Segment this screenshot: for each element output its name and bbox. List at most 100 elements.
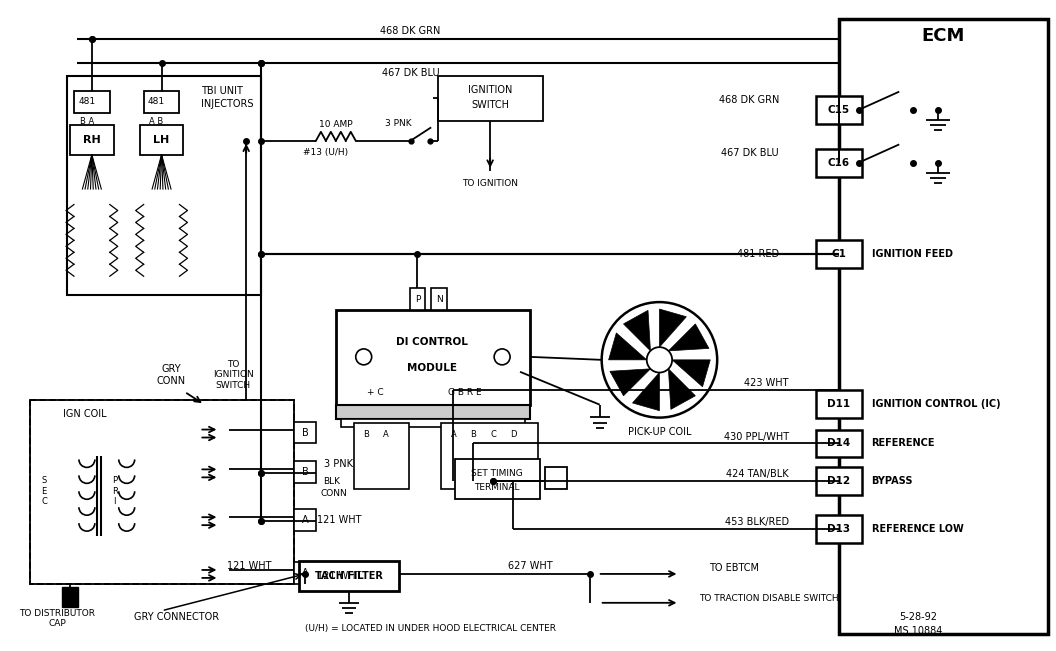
- Bar: [336, 310, 530, 405]
- Text: TO DISTRIBUTOR
CAP: TO DISTRIBUTOR CAP: [19, 609, 95, 628]
- Bar: [455, 460, 540, 499]
- Polygon shape: [623, 311, 650, 351]
- Text: MODULE: MODULE: [408, 363, 457, 373]
- Text: C1: C1: [831, 249, 846, 259]
- Text: BYPASS: BYPASS: [871, 477, 913, 486]
- Text: TERMINAL: TERMINAL: [474, 483, 520, 492]
- Bar: [359, 426, 373, 481]
- Polygon shape: [668, 369, 695, 409]
- Text: LH: LH: [153, 135, 170, 145]
- Bar: [816, 515, 862, 543]
- Text: D14: D14: [827, 439, 850, 449]
- Text: IGNITION CONTROL (IC): IGNITION CONTROL (IC): [871, 398, 1000, 409]
- Text: A B: A B: [150, 117, 164, 126]
- Text: D: D: [510, 430, 516, 439]
- Text: PICK-UP COIL: PICK-UP COIL: [627, 426, 692, 437]
- Bar: [341, 419, 525, 426]
- Text: TACH FILTER: TACH FILTER: [315, 571, 382, 581]
- Text: TO IGNITION: TO IGNITION: [463, 179, 518, 188]
- Text: D13: D13: [827, 524, 850, 534]
- Text: 5-28-92: 5-28-92: [900, 612, 938, 622]
- Bar: [144, 91, 180, 113]
- Text: 627 WHT: 627 WHT: [508, 561, 552, 571]
- Text: C: C: [490, 430, 496, 439]
- Text: 121 WHT: 121 WHT: [317, 571, 361, 581]
- Text: G B R E: G B R E: [449, 388, 483, 397]
- Bar: [70, 125, 114, 155]
- Text: 3 PNK: 3 PNK: [324, 460, 354, 469]
- Text: 467 DK BLU: 467 DK BLU: [721, 148, 779, 158]
- Text: REFERENCE: REFERENCE: [871, 439, 935, 449]
- Bar: [838, 20, 1048, 633]
- Text: A: A: [382, 430, 389, 439]
- Text: 3 PNK: 3 PNK: [385, 119, 412, 128]
- Text: N: N: [436, 295, 442, 303]
- Text: 423 WHT: 423 WHT: [744, 378, 789, 388]
- Bar: [441, 422, 538, 490]
- Polygon shape: [672, 360, 711, 387]
- Text: TBI UNIT: TBI UNIT: [202, 86, 243, 96]
- Text: MS 10884: MS 10884: [894, 626, 943, 635]
- Text: 430 PPL/WHT: 430 PPL/WHT: [723, 432, 789, 441]
- Bar: [294, 462, 316, 483]
- Text: 468 DK GRN: 468 DK GRN: [380, 26, 440, 36]
- Text: 481 RED: 481 RED: [737, 249, 779, 259]
- Text: 121 WHT: 121 WHT: [317, 515, 361, 525]
- Bar: [294, 509, 316, 531]
- Text: SWITCH: SWITCH: [471, 100, 509, 110]
- Bar: [486, 426, 501, 481]
- Polygon shape: [633, 372, 659, 411]
- Bar: [438, 76, 543, 121]
- Bar: [31, 400, 294, 584]
- Text: RH: RH: [83, 135, 100, 145]
- Text: INJECTORS: INJECTORS: [202, 99, 253, 109]
- Text: A: A: [302, 568, 308, 578]
- Text: CONN: CONN: [320, 489, 347, 498]
- Bar: [294, 562, 316, 584]
- Text: P
R
I: P R I: [112, 477, 117, 506]
- Text: TO TRACTION DISABLE SWITCH: TO TRACTION DISABLE SWITCH: [699, 594, 838, 603]
- Bar: [506, 426, 520, 481]
- Bar: [74, 91, 110, 113]
- Text: 467 DK BLU: 467 DK BLU: [381, 68, 439, 78]
- Bar: [379, 426, 393, 481]
- Bar: [299, 561, 398, 591]
- Bar: [545, 467, 567, 490]
- Text: 453 BLK/RED: 453 BLK/RED: [724, 517, 789, 527]
- Text: B: B: [302, 467, 308, 477]
- Bar: [294, 422, 316, 443]
- Text: TO EBTCM: TO EBTCM: [710, 563, 759, 573]
- Polygon shape: [668, 324, 709, 351]
- Bar: [467, 426, 480, 481]
- Text: 424 TAN/BLK: 424 TAN/BLK: [727, 469, 789, 479]
- Text: A: A: [451, 430, 456, 439]
- Text: ECM: ECM: [922, 27, 965, 45]
- Bar: [816, 467, 862, 495]
- Bar: [410, 288, 426, 310]
- Text: B A: B A: [80, 117, 94, 126]
- Bar: [816, 149, 862, 176]
- Text: B: B: [470, 430, 476, 439]
- Polygon shape: [659, 309, 686, 347]
- Text: IGNITION FEED: IGNITION FEED: [871, 249, 953, 259]
- Bar: [816, 96, 862, 124]
- Text: IGNITION: IGNITION: [468, 85, 512, 95]
- Text: P: P: [415, 295, 420, 303]
- Text: 481: 481: [148, 98, 165, 107]
- Bar: [62, 587, 78, 607]
- Polygon shape: [610, 369, 650, 396]
- Text: C16: C16: [828, 158, 850, 168]
- Text: D11: D11: [827, 398, 850, 409]
- Bar: [31, 400, 294, 584]
- Text: DI CONTROL: DI CONTROL: [396, 337, 469, 347]
- Text: 481: 481: [78, 98, 95, 107]
- Bar: [354, 422, 409, 490]
- Text: #13 (U/H): #13 (U/H): [303, 148, 348, 158]
- Text: SET TIMING: SET TIMING: [471, 469, 523, 478]
- Text: 10 AMP: 10 AMP: [319, 120, 353, 130]
- Text: GRY CONNECTOR: GRY CONNECTOR: [134, 612, 219, 622]
- Text: IGN COIL: IGN COIL: [63, 409, 107, 419]
- Text: TO
IGNITION
SWITCH: TO IGNITION SWITCH: [213, 360, 253, 390]
- Text: C15: C15: [828, 105, 850, 115]
- Text: + C: + C: [367, 388, 384, 397]
